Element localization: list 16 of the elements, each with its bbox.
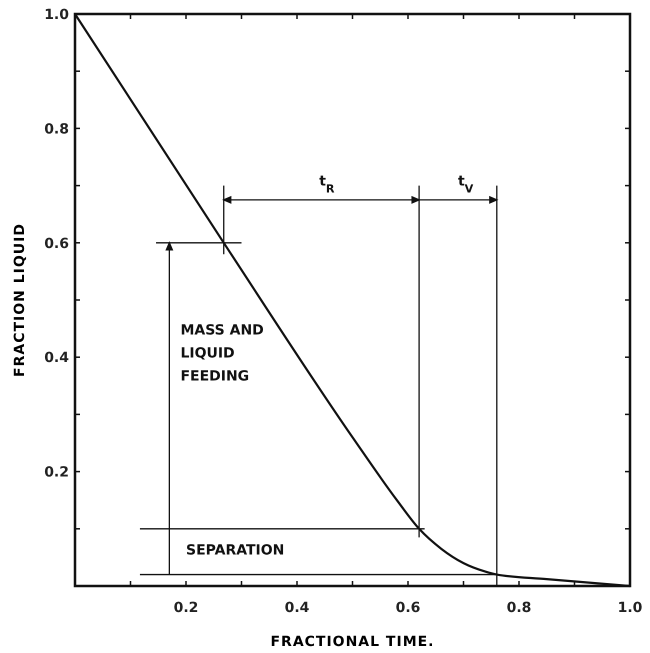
x-tick-label: 0.6 <box>396 600 420 616</box>
y-tick-label: 0.6 <box>44 236 69 252</box>
y-tick-label: 0.8 <box>44 121 69 138</box>
y-tick-label: 1.0 <box>44 7 70 23</box>
annotation: MASS AND LIQUID FEEDING <box>180 322 264 384</box>
y-tick-label: 0.2 <box>44 464 69 481</box>
x-tick-label: 1.0 <box>618 600 643 616</box>
annotation: SEPARATION <box>186 542 284 559</box>
x-tick-label: 0.2 <box>174 600 198 616</box>
y-axis-title: FRACTION LIQUID <box>12 223 28 377</box>
annotation: t$_{V}$ <box>458 174 474 196</box>
x-tick-label: 0.4 <box>284 600 310 616</box>
x-axis-title: FRACTIONAL TIME. <box>270 634 435 650</box>
x-tick-label: 0.8 <box>506 600 532 616</box>
y-tick-label: 0.4 <box>44 350 70 366</box>
annotation: t$_{R}$ <box>319 174 335 196</box>
